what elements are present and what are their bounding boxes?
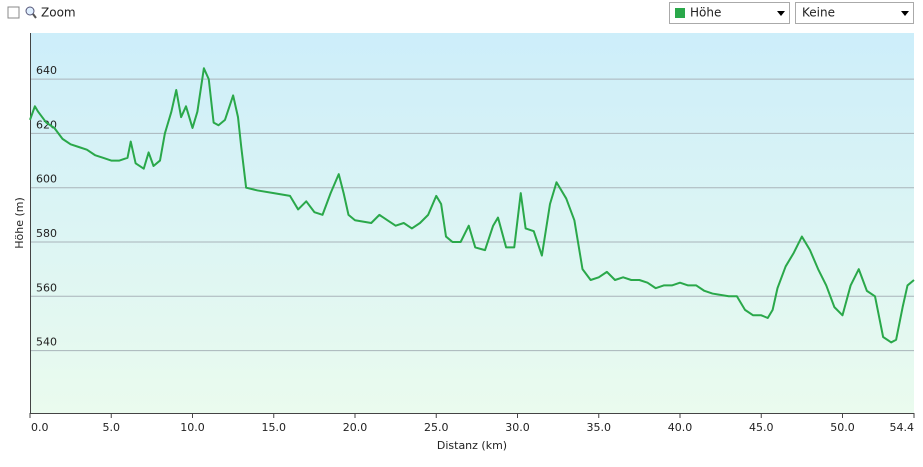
series-dropdown-label: Höhe	[690, 6, 721, 20]
y-tick-label: 600	[36, 173, 57, 186]
y-tick-label: 540	[36, 336, 57, 349]
y-tick-label: 560	[36, 281, 57, 294]
compare-dropdown[interactable]: Keine	[795, 2, 914, 24]
y-tick-label: 640	[36, 64, 57, 77]
zoom-label: Zoom	[41, 6, 76, 20]
plot-area	[30, 33, 914, 413]
x-axis-label: Distanz (km)	[437, 439, 507, 452]
x-tick-label: 10.0	[180, 421, 205, 434]
elevation-line	[29, 67, 915, 344]
series-dropdown[interactable]: Höhe	[669, 2, 790, 24]
zoom-icon	[25, 6, 37, 19]
compare-dropdown-label: Keine	[802, 6, 835, 20]
x-tick-label: 20.0	[343, 421, 368, 434]
x-tick-label: 45.0	[749, 421, 774, 434]
x-tick-label: 35.0	[587, 421, 612, 434]
x-tick-label: 25.0	[424, 421, 449, 434]
x-tick-label: 15.0	[262, 421, 287, 434]
y-tick-label: 580	[36, 227, 57, 240]
x-tick-label: 30.0	[505, 421, 530, 434]
x-tick-label: 0.0	[31, 421, 49, 434]
zoom-checkbox[interactable]	[7, 6, 20, 19]
x-tick-label: 50.0	[830, 421, 855, 434]
y-axis-label: Höhe (m)	[13, 197, 26, 249]
x-tick-label: 54.4	[890, 421, 915, 434]
y-tick-label: 620	[36, 118, 57, 131]
x-tick-label: 5.0	[103, 421, 121, 434]
x-tick-label: 40.0	[668, 421, 693, 434]
